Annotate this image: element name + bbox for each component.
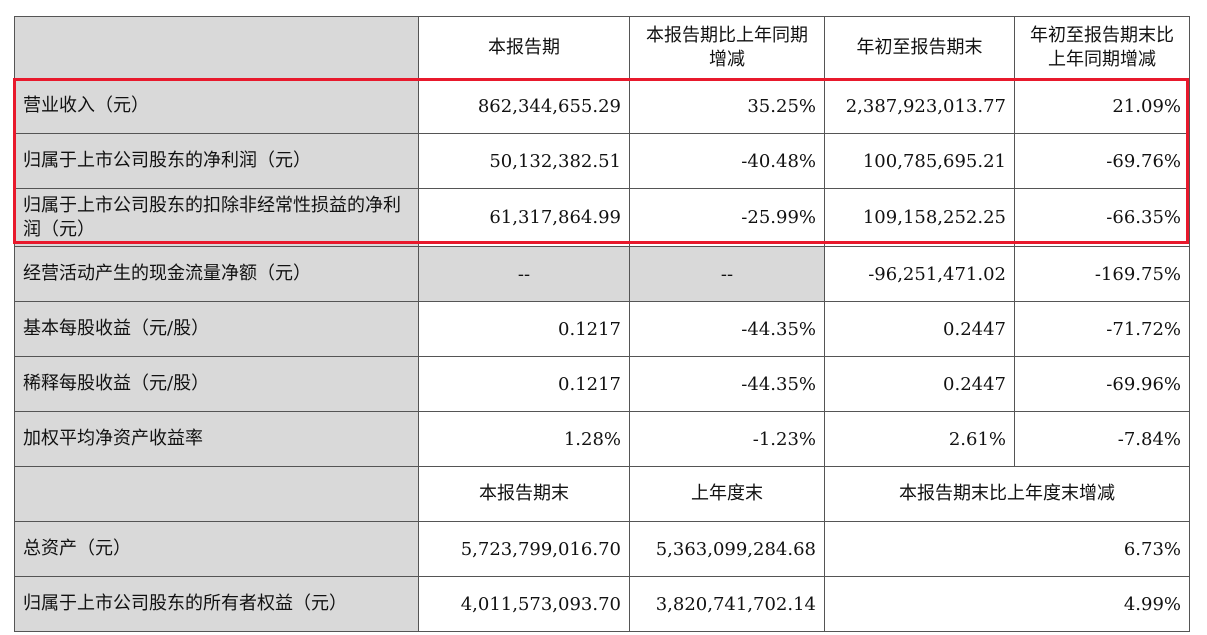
- cell-current: --: [418, 246, 630, 302]
- cell-ytd: 0.2447: [824, 356, 1015, 412]
- table-row: 稀释每股收益（元/股） 0.1217 -44.35% 0.2447 -69.96…: [14, 356, 1190, 412]
- row-label: 营业收入（元）: [14, 78, 419, 134]
- header-row-balance: 本报告期末 上年度末 本报告期末比上年度末增减: [14, 466, 1190, 522]
- cell-ytd-change: -71.72%: [1014, 301, 1190, 357]
- cell-current: 0.1217: [418, 356, 630, 412]
- cell-current: 61,317,864.99: [418, 188, 630, 247]
- header-period-end: 本报告期末: [418, 466, 630, 522]
- table-row: 基本每股收益（元/股） 0.1217 -44.35% 0.2447 -71.72…: [14, 301, 1190, 357]
- cell-prior-year-end: 3,820,741,702.14: [629, 576, 825, 632]
- header-corner: [14, 16, 419, 79]
- table-row: 经营活动产生的现金流量净额（元） -- -- -96,251,471.02 -1…: [14, 246, 1190, 302]
- row-label: 归属于上市公司股东的所有者权益（元）: [14, 576, 419, 632]
- cell-ytd-change: -69.76%: [1014, 133, 1190, 189]
- cell-current: 50,132,382.51: [418, 133, 630, 189]
- cell-ytd: 2,387,923,013.77: [824, 78, 1015, 134]
- table-row: 归属于上市公司股东的净利润（元） 50,132,382.51 -40.48% 1…: [14, 133, 1190, 189]
- cell-current-change: 35.25%: [629, 78, 825, 134]
- header-current-yoy-change: 本报告期比上年同期增减: [629, 16, 825, 79]
- row-label: 基本每股收益（元/股）: [14, 301, 419, 357]
- header-corner: [14, 466, 419, 522]
- cell-change: 6.73%: [824, 521, 1190, 577]
- cell-ytd: 0.2447: [824, 301, 1015, 357]
- table-row: 加权平均净资产收益率 1.28% -1.23% 2.61% -7.84%: [14, 411, 1190, 467]
- cell-current-change: -40.48%: [629, 133, 825, 189]
- row-label: 稀释每股收益（元/股）: [14, 356, 419, 412]
- row-label: 总资产（元）: [14, 521, 419, 577]
- table-row: 营业收入（元） 862,344,655.29 35.25% 2,387,923,…: [14, 78, 1190, 134]
- cell-current: 0.1217: [418, 301, 630, 357]
- cell-current-change: -44.35%: [629, 356, 825, 412]
- cell-period-end: 5,723,799,016.70: [418, 521, 630, 577]
- cell-current-change: --: [629, 246, 825, 302]
- row-label: 加权平均净资产收益率: [14, 411, 419, 467]
- header-prior-year-end: 上年度末: [629, 466, 825, 522]
- cell-current-change: -25.99%: [629, 188, 825, 247]
- cell-period-end: 4,011,573,093.70: [418, 576, 630, 632]
- cell-prior-year-end: 5,363,099,284.68: [629, 521, 825, 577]
- cell-ytd: 109,158,252.25: [824, 188, 1015, 247]
- header-ytd: 年初至报告期末: [824, 16, 1015, 79]
- cell-ytd-change: 21.09%: [1014, 78, 1190, 134]
- cell-current-change: -44.35%: [629, 301, 825, 357]
- table-row: 总资产（元） 5,723,799,016.70 5,363,099,284.68…: [14, 521, 1190, 577]
- table-row: 归属于上市公司股东的所有者权益（元） 4,011,573,093.70 3,82…: [14, 576, 1190, 632]
- cell-current-change: -1.23%: [629, 411, 825, 467]
- table-row: 归属于上市公司股东的扣除非经常性损益的净利润（元） 61,317,864.99 …: [14, 188, 1190, 247]
- cell-current: 1.28%: [418, 411, 630, 467]
- cell-ytd-change: -169.75%: [1014, 246, 1190, 302]
- header-row: 本报告期 本报告期比上年同期增减 年初至报告期末 年初至报告期末比上年同期增减: [14, 16, 1190, 79]
- cell-ytd-change: -69.96%: [1014, 356, 1190, 412]
- row-label: 归属于上市公司股东的净利润（元）: [14, 133, 419, 189]
- cell-ytd: -96,251,471.02: [824, 246, 1015, 302]
- cell-ytd-change: -66.35%: [1014, 188, 1190, 247]
- cell-ytd: 2.61%: [824, 411, 1015, 467]
- row-label: 归属于上市公司股东的扣除非经常性损益的净利润（元）: [14, 188, 419, 247]
- cell-ytd: 100,785,695.21: [824, 133, 1015, 189]
- cell-change: 4.99%: [824, 576, 1190, 632]
- financial-summary-table: 本报告期 本报告期比上年同期增减 年初至报告期末 年初至报告期末比上年同期增减 …: [14, 16, 1190, 632]
- header-ytd-yoy-change: 年初至报告期末比上年同期增减: [1014, 16, 1190, 79]
- header-current-period: 本报告期: [418, 16, 630, 79]
- header-period-end-change: 本报告期末比上年度末增减: [824, 466, 1190, 522]
- row-label: 经营活动产生的现金流量净额（元）: [14, 246, 419, 302]
- cell-ytd-change: -7.84%: [1014, 411, 1190, 467]
- cell-current: 862,344,655.29: [418, 78, 630, 134]
